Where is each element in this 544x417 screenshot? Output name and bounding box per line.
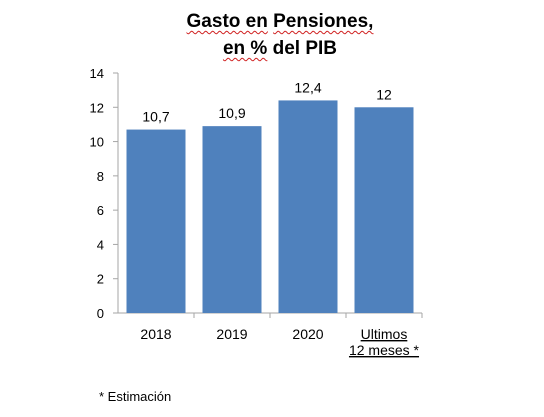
bar: [202, 126, 262, 314]
y-tick-label: 6: [97, 203, 104, 218]
y-tick-label: 8: [97, 169, 104, 184]
data-label: 10,9: [218, 105, 245, 121]
footnote: * Estimación: [99, 389, 171, 404]
chart-title-line-2: en % del PIB: [150, 38, 410, 60]
y-tick-label: 0: [97, 306, 104, 321]
title-word-del-pib: del PIB: [272, 38, 338, 59]
data-label: 12: [376, 86, 392, 102]
x-tick-label: 12 meses *: [349, 342, 420, 358]
y-tick-label: 10: [90, 135, 104, 150]
y-tick-label: 2: [97, 272, 104, 287]
x-tick-label: 2019: [216, 326, 247, 342]
y-tick-label: 12: [90, 100, 104, 115]
data-label: 10,7: [142, 109, 169, 125]
bar: [354, 107, 414, 314]
x-tick-label: Ultimos: [361, 326, 408, 342]
chart-title-line-1: Gasto en Pensiones,: [150, 11, 410, 33]
data-label: 12,4: [294, 79, 321, 95]
title-word-gasto-en: Gasto en: [186, 11, 268, 32]
y-tick-label: 4: [97, 237, 104, 252]
x-tick-label: 2018: [140, 326, 171, 342]
bar: [278, 100, 338, 313]
title-word-pensiones: Pensiones,: [273, 11, 374, 32]
title-word-en-percent: en %: [222, 38, 268, 59]
x-tick-label: 2020: [292, 326, 323, 342]
footnote-text: * Estimación: [99, 389, 172, 404]
y-tick-label: 14: [90, 66, 104, 81]
bar: [126, 129, 186, 313]
